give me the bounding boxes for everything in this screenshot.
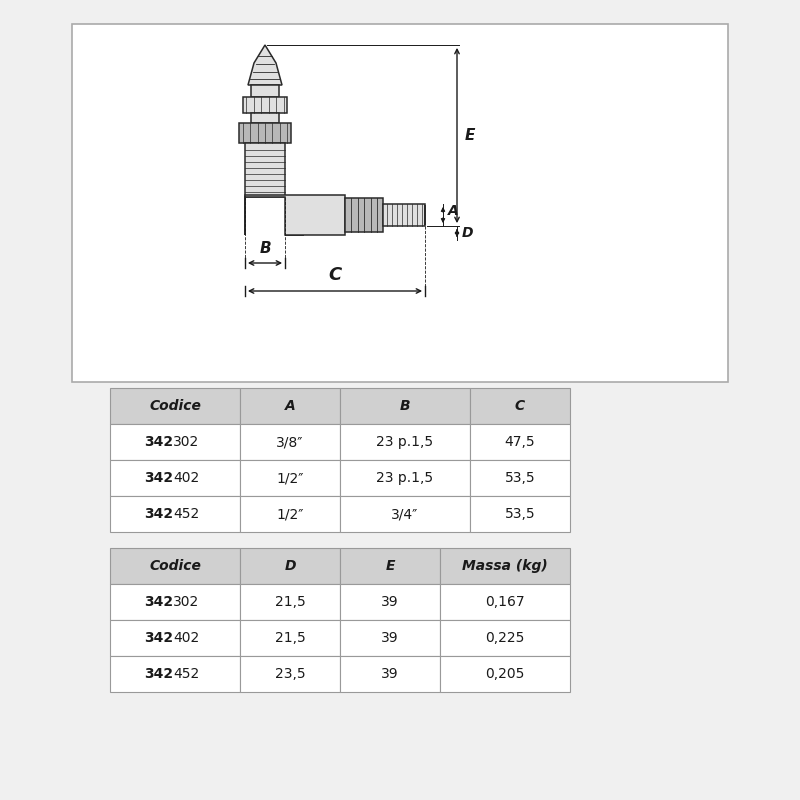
Bar	[340, 424, 470, 460]
Text: 39: 39	[381, 631, 399, 645]
Bar	[440, 620, 570, 656]
Bar	[240, 584, 340, 620]
Text: 23,5: 23,5	[274, 667, 306, 681]
Bar	[340, 496, 470, 532]
Text: A: A	[448, 204, 458, 218]
Bar	[240, 460, 340, 496]
Bar	[110, 656, 240, 692]
Bar	[340, 656, 440, 692]
Polygon shape	[345, 198, 383, 232]
Text: Codice: Codice	[149, 559, 201, 573]
Bar	[110, 584, 240, 620]
Text: 342: 342	[144, 595, 173, 609]
Text: A: A	[285, 399, 295, 413]
Text: Codice: Codice	[149, 399, 201, 413]
Bar	[440, 656, 570, 692]
Text: 39: 39	[381, 667, 399, 681]
Text: 47,5: 47,5	[505, 435, 535, 449]
Text: 21,5: 21,5	[274, 595, 306, 609]
Text: B: B	[400, 399, 410, 413]
Text: 23 p.1,5: 23 p.1,5	[377, 471, 434, 485]
Text: 0,225: 0,225	[486, 631, 525, 645]
Bar	[340, 548, 440, 584]
Text: 0,205: 0,205	[486, 667, 525, 681]
Bar	[340, 388, 470, 424]
Text: 1/2″: 1/2″	[276, 471, 304, 485]
Text: E: E	[386, 559, 394, 573]
Text: 3/8″: 3/8″	[276, 435, 304, 449]
Text: 23 p.1,5: 23 p.1,5	[377, 435, 434, 449]
Bar	[110, 496, 240, 532]
Bar	[110, 620, 240, 656]
Bar	[470, 460, 570, 496]
Text: C: C	[328, 266, 342, 284]
Bar	[240, 424, 340, 460]
Bar	[470, 496, 570, 532]
Text: 0,167: 0,167	[485, 595, 525, 609]
Polygon shape	[245, 143, 285, 197]
Bar	[340, 584, 440, 620]
Polygon shape	[239, 123, 291, 143]
Text: C: C	[515, 399, 525, 413]
Text: 3/4″: 3/4″	[391, 507, 418, 521]
Bar	[440, 584, 570, 620]
Text: 342: 342	[144, 631, 173, 645]
Bar	[240, 496, 340, 532]
Text: 1/2″: 1/2″	[276, 507, 304, 521]
Polygon shape	[243, 97, 287, 113]
Bar	[110, 388, 240, 424]
Text: D: D	[284, 559, 296, 573]
Text: D: D	[462, 226, 474, 240]
Text: 53,5: 53,5	[505, 471, 535, 485]
Text: 342: 342	[144, 471, 173, 485]
Bar	[240, 548, 340, 584]
Text: 402: 402	[173, 471, 199, 485]
Polygon shape	[383, 204, 425, 226]
Bar	[470, 424, 570, 460]
Polygon shape	[251, 113, 279, 123]
Text: 452: 452	[173, 667, 199, 681]
Bar	[72, 24, 728, 382]
Bar	[340, 460, 470, 496]
Text: Massa (kg): Massa (kg)	[462, 559, 548, 573]
Bar	[340, 620, 440, 656]
Text: E: E	[465, 128, 475, 143]
Bar	[110, 548, 240, 584]
Text: B: B	[259, 241, 271, 256]
Bar	[240, 656, 340, 692]
Polygon shape	[251, 85, 279, 97]
Bar	[470, 388, 570, 424]
Text: 39: 39	[381, 595, 399, 609]
Text: 342: 342	[144, 507, 173, 521]
Text: 452: 452	[173, 507, 199, 521]
Text: 342: 342	[144, 435, 173, 449]
Text: 53,5: 53,5	[505, 507, 535, 521]
Polygon shape	[245, 195, 345, 235]
Bar	[240, 620, 340, 656]
Text: 302: 302	[173, 435, 199, 449]
Text: 342: 342	[144, 667, 173, 681]
Bar	[240, 388, 340, 424]
Text: 21,5: 21,5	[274, 631, 306, 645]
Bar	[110, 424, 240, 460]
Text: 302: 302	[173, 595, 199, 609]
Bar	[440, 548, 570, 584]
Bar	[110, 460, 240, 496]
Polygon shape	[248, 45, 282, 85]
Text: 402: 402	[173, 631, 199, 645]
